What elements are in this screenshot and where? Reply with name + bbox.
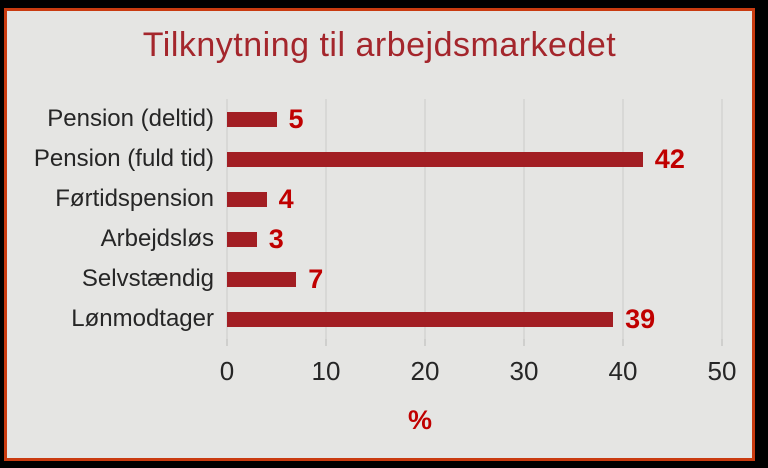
x-axis-tick-label: 30 [509, 356, 539, 386]
category-label: Selvstændig [81, 265, 214, 292]
gridline [721, 99, 723, 339]
axis-tick-mark [622, 339, 624, 346]
x-axis-tick-label: 10 [311, 356, 341, 386]
x-axis-tick-label: 40 [608, 356, 638, 386]
bar-value-label: 4 [278, 183, 294, 214]
bar-row: 7 [227, 259, 722, 299]
axis-tick-mark [523, 339, 525, 346]
bar [227, 311, 614, 327]
category-label: Pension (fuld tid) [33, 145, 214, 172]
bar [227, 191, 267, 207]
bar-row: 39 [227, 299, 722, 339]
chart-container: Tilknytning til arbejdsmarkedet Pension … [4, 8, 755, 461]
axis-tick-mark [721, 339, 723, 346]
bar-row: 4 [227, 179, 722, 219]
category-axis-labels: Pension (deltid) Pension (fuld tid) Førtid… [7, 99, 214, 339]
gridline [622, 99, 624, 339]
bar-value-label: 39 [625, 303, 656, 334]
category-label: Førtidspension [55, 185, 214, 212]
x-axis-tick-label: 20 [410, 356, 440, 386]
gridline [523, 99, 525, 339]
x-axis-tick-label: 0 [219, 356, 235, 386]
gridline [424, 99, 426, 339]
bar [227, 111, 277, 127]
category-label: Lønmodtager [71, 305, 214, 332]
chart-title: Tilknytning til arbejdsmarkedet [142, 26, 617, 64]
axis-tick-mark [424, 339, 426, 346]
axis-tick-mark [325, 339, 327, 346]
gridline [325, 99, 327, 339]
bar-value-label: 5 [288, 103, 304, 134]
bar-value-label: 3 [268, 223, 284, 254]
bar-row: 42 [227, 139, 722, 179]
bar-series: 5 42 4 3 7 39 [227, 99, 722, 339]
bar-value-label: 7 [308, 263, 324, 294]
plot-area: 5 42 4 3 7 39 [226, 99, 723, 346]
category-label: Arbejdsløs [100, 225, 214, 252]
bar [227, 151, 643, 167]
bar [227, 271, 297, 287]
bar-value-label: 42 [654, 143, 685, 174]
bar [227, 231, 257, 247]
x-axis-tick-label: 50 [707, 356, 737, 386]
bar-row: 5 [227, 99, 722, 139]
x-axis-title: % [407, 405, 433, 435]
axis-tick-mark [226, 339, 228, 346]
gridline [226, 99, 228, 339]
bar-row: 3 [227, 219, 722, 259]
category-label: Pension (deltid) [47, 105, 214, 132]
